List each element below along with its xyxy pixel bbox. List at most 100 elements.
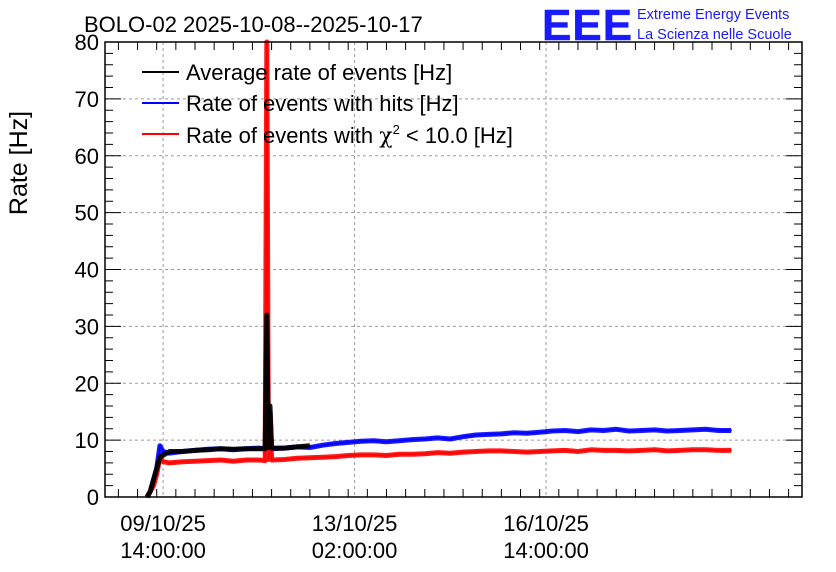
data-point-average-rate — [270, 447, 273, 449]
data-point-chi2-rate — [577, 450, 579, 453]
x-tick-label-time: 14:00:00 — [503, 538, 589, 563]
data-point-average-rate — [219, 447, 222, 450]
y-tick-label: 30 — [75, 314, 99, 339]
logo-line-2: La Scienza nelle Scuole — [637, 27, 792, 43]
y-axis-label: Rate [Hz] — [5, 111, 33, 215]
x-tick-label-time: 02:00:00 — [312, 538, 398, 563]
legend-item-average: Average rate of events [Hz] — [142, 60, 452, 85]
y-tick-label: 60 — [75, 144, 99, 169]
data-series — [144, 39, 732, 499]
data-point-chi2-rate — [475, 450, 477, 453]
data-point-chi2-rate — [704, 448, 707, 451]
logo-line-1: Extreme Energy Events — [637, 7, 789, 23]
eee-logo: EEE Extreme Energy Events La Scienza nel… — [542, 1, 792, 51]
data-point-hits-rate — [162, 450, 164, 453]
data-point-chi2-rate — [321, 456, 324, 458]
legend-label-average: Average rate of events [Hz] — [186, 60, 452, 85]
data-point-chi2-rate — [487, 450, 490, 452]
data-point-hits-rate — [602, 429, 605, 432]
data-point-average-rate — [258, 447, 260, 450]
y-tick-labels: 0 10 20 30 40 50 60 70 80 — [75, 30, 99, 510]
data-point-chi2-rate — [219, 459, 222, 461]
series-chi2-rate — [144, 39, 732, 499]
series-line-hits-rate — [144, 318, 732, 499]
data-point-chi2-rate — [398, 453, 401, 456]
data-point-average-rate — [168, 450, 171, 453]
y-tick-label: 0 — [87, 485, 99, 510]
data-point-chi2-rate — [372, 454, 375, 456]
x-tick-label-date: 16/10/25 — [503, 511, 589, 536]
data-point-chi2-rate — [334, 455, 337, 458]
data-point-average-rate — [232, 448, 235, 451]
data-point-chi2-rate — [270, 459, 273, 461]
data-point-chi2-rate — [264, 459, 267, 462]
data-point-average-rate — [152, 479, 155, 481]
data-point-chi2-rate — [449, 452, 452, 455]
data-point-average-rate — [309, 445, 311, 447]
data-point-hits-rate — [640, 429, 643, 432]
data-point-chi2-rate — [436, 451, 439, 454]
data-point-hits-rate — [347, 441, 349, 444]
data-point-hits-rate — [564, 429, 566, 432]
data-point-chi2-rate — [245, 459, 247, 461]
data-point-hits-rate — [538, 431, 541, 433]
data-point-chi2-rate — [640, 449, 643, 452]
series-line-core-average-rate — [146, 314, 310, 498]
data-point-average-rate — [267, 446, 270, 449]
data-point-chi2-rate — [615, 449, 618, 452]
data-point-chi2-rate — [538, 450, 541, 453]
data-point-chi2-rate — [564, 449, 566, 452]
y-tick-label: 70 — [75, 87, 99, 112]
data-point-chi2-rate — [551, 450, 554, 452]
data-point-hits-rate — [436, 437, 439, 439]
legend-chi2-post: < 10.0 [Hz] — [400, 123, 513, 148]
data-point-hits-rate — [360, 440, 362, 443]
data-point-hits-rate — [730, 429, 732, 432]
y-tick-label: 80 — [75, 30, 99, 55]
data-point-chi2-rate — [232, 460, 235, 462]
data-point-chi2-rate — [258, 459, 260, 461]
data-point-chi2-rate — [309, 456, 311, 459]
series-hits-rate — [144, 318, 732, 499]
data-point-hits-rate — [321, 444, 324, 447]
data-point-chi2-rate — [181, 460, 184, 463]
data-point-chi2-rate — [267, 458, 270, 461]
data-point-hits-rate — [159, 445, 161, 447]
data-point-average-rate — [296, 446, 298, 448]
data-point-hits-rate — [628, 430, 630, 432]
x-tick-label-time: 14:00:00 — [120, 538, 206, 563]
data-point-chi2-rate — [296, 457, 298, 460]
data-point-hits-rate — [513, 431, 515, 434]
y-tick-label: 20 — [75, 371, 99, 396]
x-tick-labels: 09/10/2514:00:0013/10/2502:00:0016/10/25… — [120, 511, 589, 563]
y-tick-label: 10 — [75, 428, 99, 453]
data-point-hits-rate — [589, 429, 592, 431]
data-point-chi2-rate — [162, 460, 164, 463]
data-point-hits-rate — [704, 428, 707, 431]
data-point-hits-rate — [500, 433, 503, 435]
legend-item-hits: Rate of events with hits [Hz] — [142, 91, 459, 116]
data-point-average-rate — [283, 447, 286, 449]
data-point-hits-rate — [398, 439, 401, 442]
data-point-chi2-rate — [730, 449, 732, 452]
data-point-chi2-rate — [692, 448, 694, 451]
series-average-rate — [144, 312, 311, 499]
data-point-hits-rate — [615, 428, 618, 431]
y-tick-label: 40 — [75, 258, 99, 283]
data-point-chi2-rate — [717, 449, 720, 452]
data-point-chi2-rate — [602, 449, 605, 452]
series-line-core-hits-rate — [146, 319, 732, 498]
data-point-hits-rate — [679, 429, 681, 432]
legend-chi2-symbol: χ — [379, 124, 392, 149]
data-point-average-rate — [269, 405, 271, 407]
data-point-hits-rate — [577, 430, 579, 433]
data-point-average-rate — [245, 447, 247, 450]
data-point-average-rate — [194, 449, 196, 452]
legend-chi2-superscript: 2 — [393, 122, 400, 137]
data-point-hits-rate — [526, 432, 528, 435]
data-point-hits-rate — [475, 434, 477, 436]
x-tick-label-date: 09/10/25 — [120, 511, 206, 536]
chart-title: BOLO-02 2025-10-08--2025-10-17 — [84, 12, 423, 37]
data-point-chi2-rate — [411, 453, 413, 456]
series-line-average-rate — [144, 312, 311, 499]
